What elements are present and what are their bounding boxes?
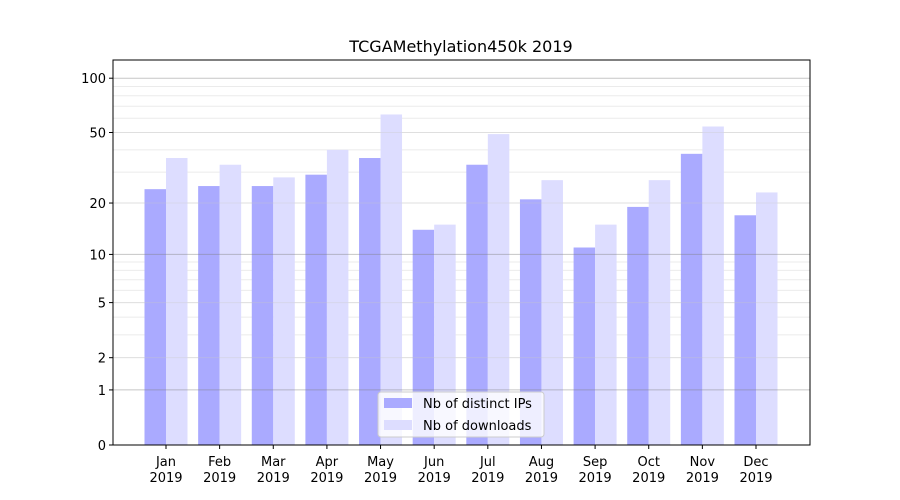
bar-downloads — [595, 224, 617, 445]
bar-distinct-ips — [680, 153, 703, 445]
bar-distinct-ips — [359, 158, 381, 445]
bar-downloads — [326, 149, 349, 445]
x-tick-label-year: 2019 — [149, 471, 182, 486]
chart-title: TCGAMethylation450k 2019 — [348, 37, 572, 56]
x-tick-label-year: 2019 — [257, 471, 290, 486]
x-tick-label-month: Aug — [529, 455, 554, 470]
x-tick-label-year: 2019 — [418, 471, 451, 486]
bar-distinct-ips — [519, 199, 542, 445]
x-tick-label-month: Jul — [479, 455, 496, 470]
bar-distinct-ips — [573, 247, 596, 445]
x-axis: Jan2019Feb2019Mar2019Apr2019May2019Jun20… — [149, 445, 773, 486]
x-tick-label-month: Apr — [316, 455, 339, 470]
major-gridlines — [113, 77, 810, 391]
x-tick-label-month: Mar — [261, 455, 286, 470]
bar-downloads — [219, 164, 242, 445]
y-axis: 0 1 2 5 10 20 50 100 — [81, 72, 113, 454]
bar-distinct-ips — [466, 164, 488, 445]
x-tick-label-year: 2019 — [686, 471, 719, 486]
x-tick-label-year: 2019 — [310, 471, 343, 486]
legend: Nb of distinct IPs Nb of downloads — [377, 391, 545, 438]
bar-downloads — [273, 177, 295, 445]
bar-distinct-ips — [251, 186, 274, 445]
bar-downloads — [756, 192, 778, 445]
bar-downloads — [380, 114, 403, 445]
x-tick-label-month: Jun — [423, 455, 444, 470]
bar-downloads — [166, 158, 188, 445]
x-tick-label-year: 2019 — [739, 471, 772, 486]
bar-distinct-ips — [734, 215, 756, 445]
y-tick-label: 0 — [98, 439, 106, 454]
y-tick-label: 5 — [98, 297, 106, 312]
bar-distinct-ips — [198, 186, 220, 445]
bar-distinct-ips — [305, 174, 327, 445]
x-tick-label-year: 2019 — [525, 471, 558, 486]
bar-distinct-ips — [144, 189, 166, 445]
bar-downloads — [434, 224, 456, 445]
y-tick-label: 10 — [89, 248, 106, 263]
y-tick-label: 1 — [98, 384, 106, 399]
legend-swatch-ips — [384, 398, 412, 408]
x-tick-label-month: Nov — [690, 455, 716, 470]
x-tick-label-month: Jan — [155, 455, 176, 470]
legend-label-downloads: Nb of downloads — [423, 419, 532, 434]
bars — [144, 114, 778, 446]
bar-distinct-ips — [627, 206, 649, 445]
x-tick-label-month: Dec — [743, 455, 768, 470]
y-tick-label: 50 — [89, 127, 106, 142]
bar-distinct-ips — [412, 229, 435, 445]
x-tick-label-month: May — [367, 455, 394, 470]
x-tick-label-year: 2019 — [632, 471, 665, 486]
y-tick-label: 100 — [81, 72, 106, 87]
x-tick-label-year: 2019 — [203, 471, 236, 486]
bar-downloads — [702, 126, 724, 446]
legend-label-ips: Nb of distinct IPs — [423, 397, 532, 412]
legend-box — [377, 391, 545, 438]
bar-downloads — [541, 180, 563, 445]
x-tick-label-year: 2019 — [364, 471, 397, 486]
bar-downloads — [487, 134, 510, 445]
axes-frame — [112, 59, 811, 446]
x-tick-label-month: Oct — [637, 455, 659, 470]
y-tick-label: 2 — [98, 352, 106, 367]
bar-downloads — [648, 180, 671, 445]
x-tick-label-year: 2019 — [471, 471, 504, 486]
x-tick-label-month: Feb — [208, 455, 231, 470]
y-tick-label: 20 — [89, 197, 106, 212]
x-tick-label-month: Sep — [583, 455, 608, 470]
legend-swatch-downloads — [384, 420, 412, 430]
x-tick-label-year: 2019 — [579, 471, 612, 486]
